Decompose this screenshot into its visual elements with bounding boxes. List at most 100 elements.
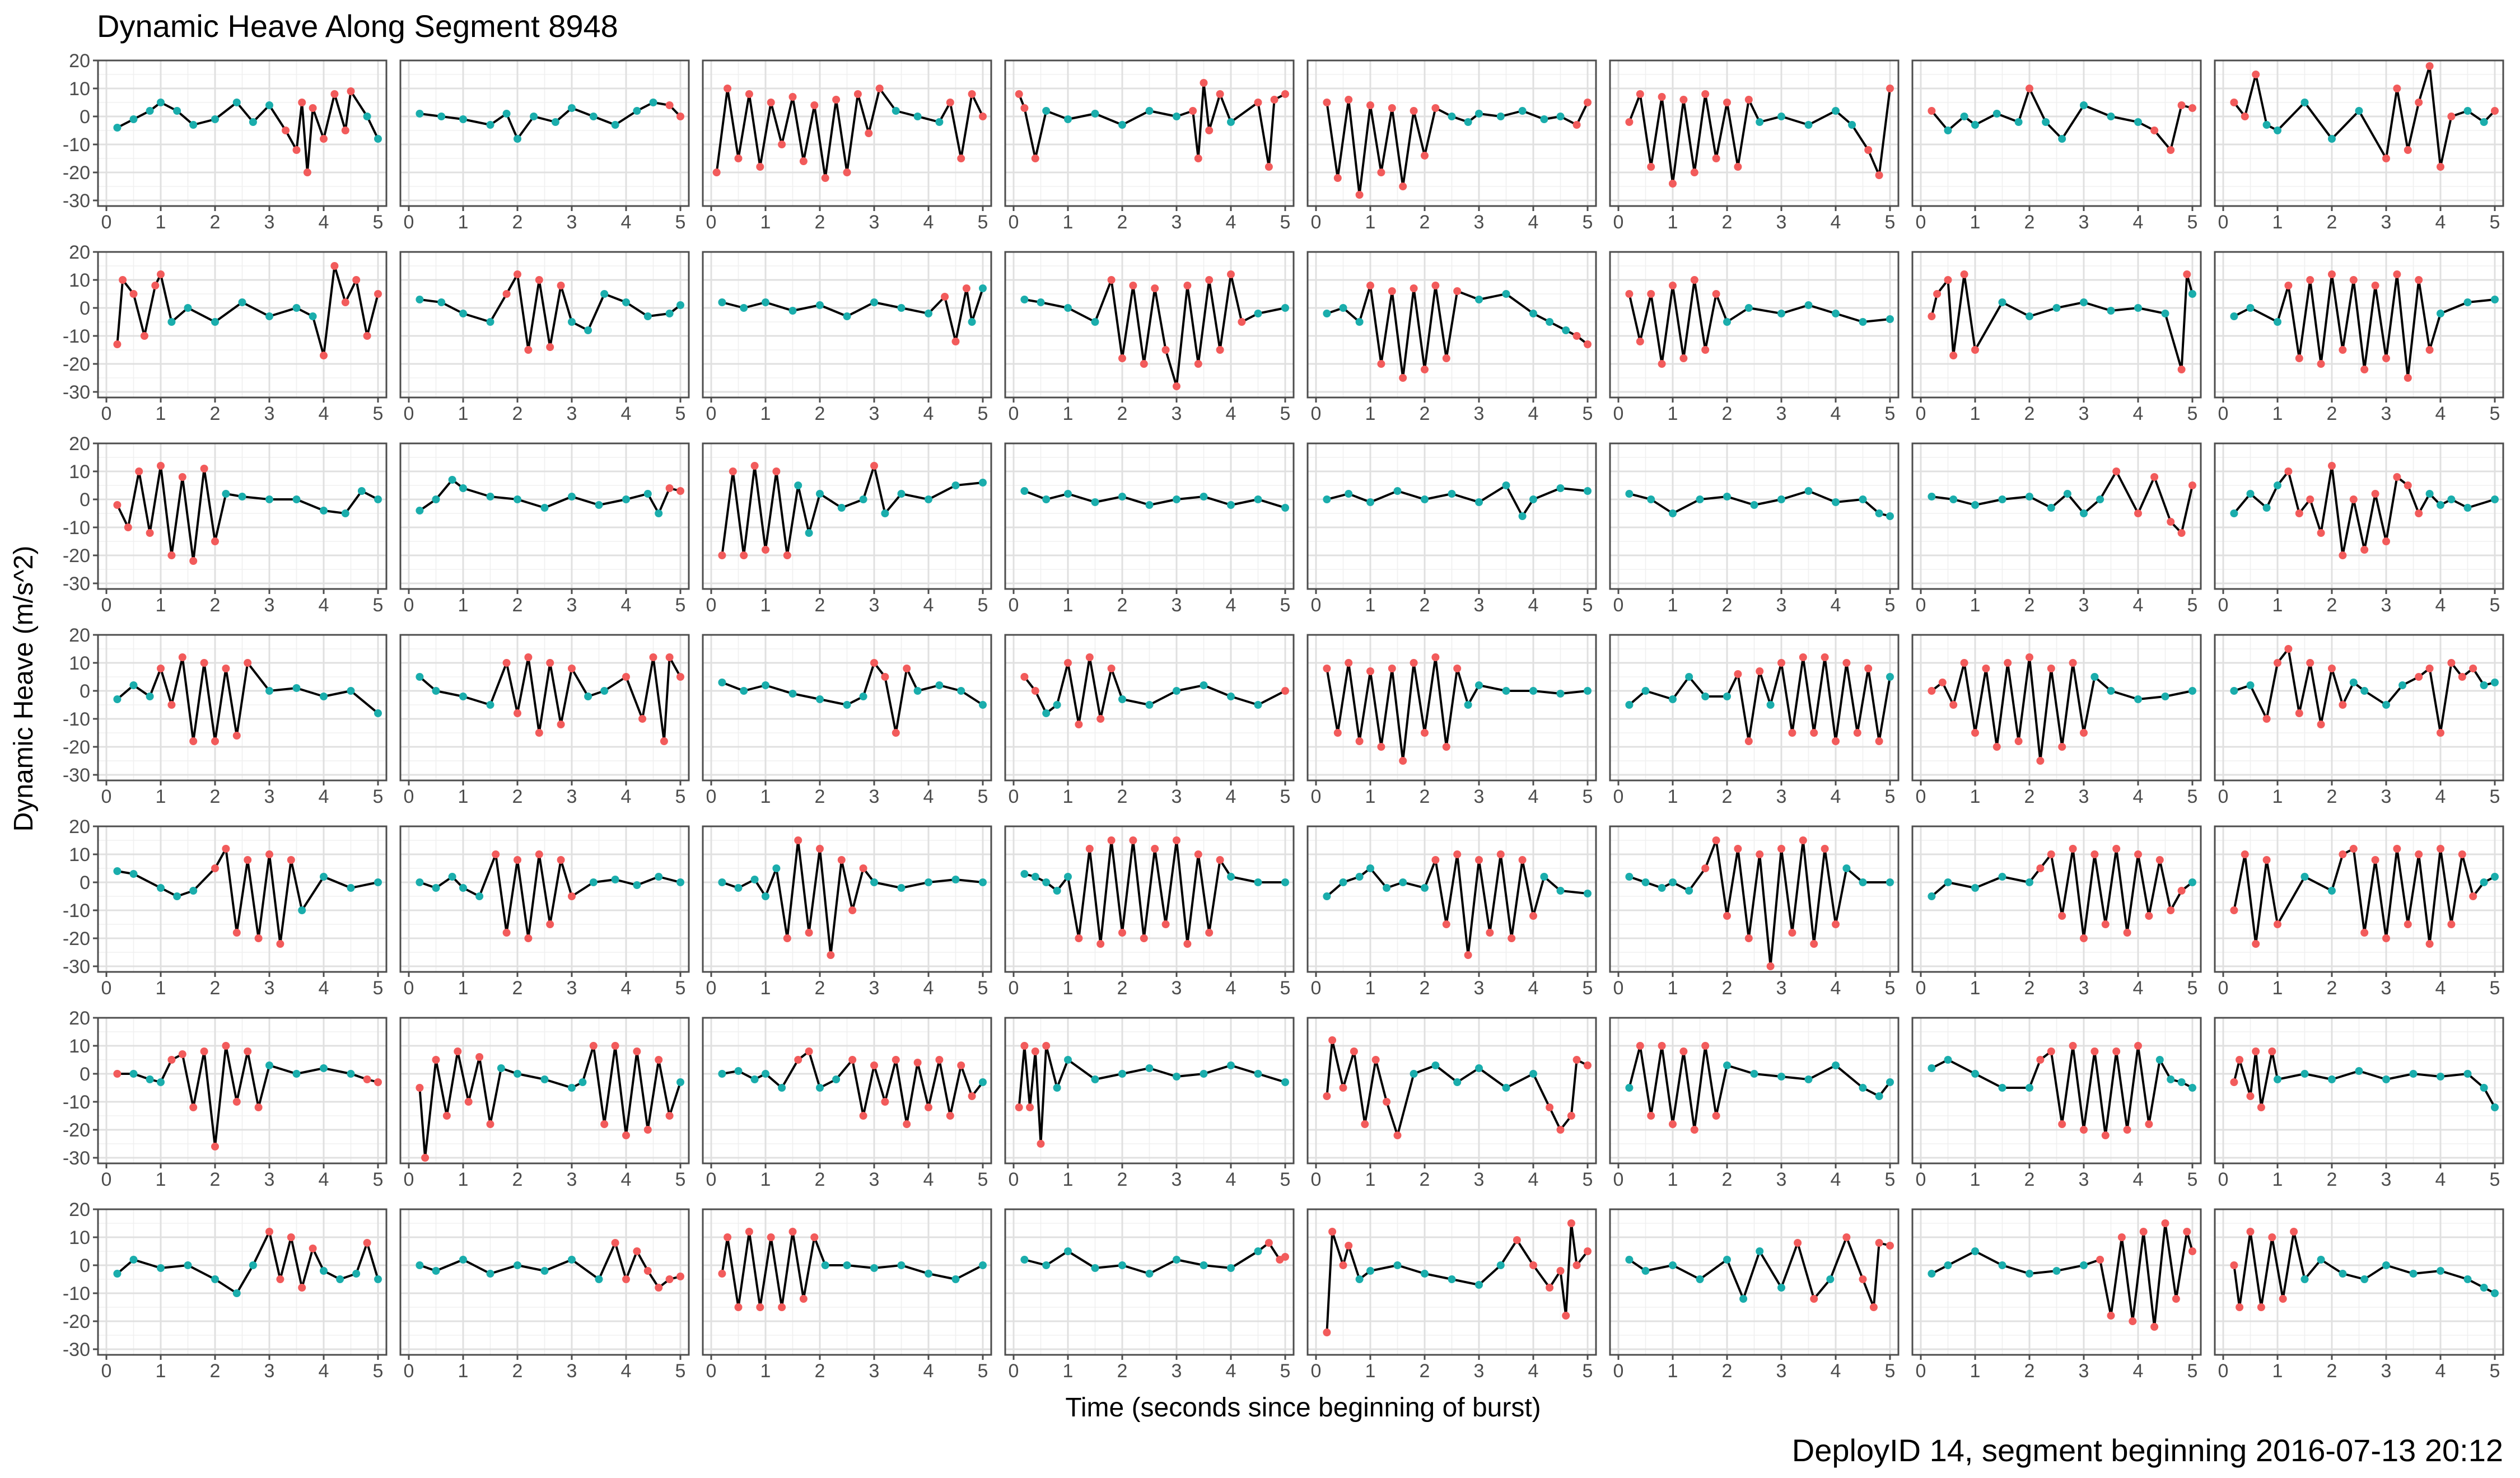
calm-point <box>157 1264 165 1272</box>
calm-point <box>1584 890 1592 897</box>
calm-point <box>1992 110 2001 118</box>
calm-point <box>2188 1084 2196 1092</box>
active-point <box>2188 481 2196 489</box>
active-point <box>1928 107 1936 115</box>
active-point <box>1992 743 2001 751</box>
panel-border <box>399 1017 690 1164</box>
calm-point <box>146 107 154 115</box>
calm-point <box>416 507 424 515</box>
active-point <box>1031 687 1039 695</box>
active-point <box>1270 96 1278 104</box>
x-tick-label: 0 <box>706 786 717 807</box>
active-point <box>2069 659 2077 667</box>
x-tick-label: 4 <box>1226 977 1236 999</box>
active-point <box>265 850 273 858</box>
active-point <box>2306 276 2314 284</box>
calm-point <box>497 1064 505 1072</box>
active-point <box>189 557 198 565</box>
active-point <box>1399 183 1407 190</box>
x-tick-label: 0 <box>706 977 717 999</box>
active-point <box>1864 146 1873 154</box>
calm-point <box>486 493 494 501</box>
calm-point <box>951 481 960 489</box>
x-tick-label: 0 <box>1311 1169 1322 1190</box>
active-point <box>712 169 721 176</box>
calm-point <box>2409 1270 2418 1278</box>
calm-point <box>341 509 349 517</box>
heave-line <box>2233 648 2495 734</box>
active-point <box>756 163 764 171</box>
active-point <box>1658 93 1666 101</box>
active-point <box>146 529 154 537</box>
calm-point <box>2107 307 2115 315</box>
x-tick-label: 5 <box>2490 977 2500 999</box>
calm-point <box>1053 1084 1061 1092</box>
active-point <box>1194 360 1202 368</box>
active-point <box>557 856 565 864</box>
active-point <box>2112 467 2121 475</box>
calm-point <box>1777 1073 1785 1081</box>
panel-border <box>2214 825 2504 973</box>
active-point <box>778 1303 786 1311</box>
x-tick-label: 1 <box>1365 595 1376 616</box>
active-point <box>2425 62 2434 70</box>
x-tick-label: 1 <box>760 1169 771 1190</box>
active-point <box>442 1112 451 1120</box>
calm-point <box>1826 1275 1835 1283</box>
active-point <box>865 129 873 137</box>
calm-point <box>1723 1061 1731 1069</box>
calm-point <box>1421 884 1429 892</box>
active-point <box>557 721 565 728</box>
x-tick-label: 3 <box>869 977 880 999</box>
active-point <box>1361 1120 1369 1128</box>
active-point <box>859 1112 867 1120</box>
active-point <box>546 920 554 928</box>
active-point <box>767 99 775 106</box>
active-point <box>1194 850 1202 858</box>
x-tick-label: 1 <box>458 977 469 999</box>
active-point <box>2415 673 2423 681</box>
calm-point <box>540 1267 549 1275</box>
calm-point <box>129 1070 138 1078</box>
x-tick-label: 0 <box>1311 977 1322 999</box>
active-point <box>1205 127 1214 134</box>
calm-point <box>1053 701 1061 709</box>
calm-point <box>1366 498 1374 506</box>
calm-point <box>2155 1056 2164 1064</box>
calm-point <box>374 495 382 503</box>
calm-point <box>718 878 726 886</box>
y-tick-label: -20 <box>63 1120 90 1141</box>
active-point <box>2230 1261 2238 1269</box>
active-point <box>622 1275 630 1283</box>
x-tick-label: 2 <box>815 1169 825 1190</box>
active-point <box>660 737 668 745</box>
active-point <box>2069 845 2077 853</box>
x-tick-label: 1 <box>760 595 771 616</box>
active-point <box>729 467 737 475</box>
active-point <box>622 673 630 681</box>
active-point <box>2284 282 2293 289</box>
active-point <box>633 1047 641 1055</box>
active-point <box>2257 1303 2265 1311</box>
calm-point <box>1971 1247 1979 1255</box>
calm-point <box>1020 296 1029 303</box>
active-point <box>611 1042 619 1050</box>
panel-border <box>1911 442 2202 590</box>
active-point <box>2317 721 2325 728</box>
active-point <box>1453 665 1462 672</box>
x-tick-label: 5 <box>1885 1360 1896 1382</box>
x-tick-label: 3 <box>1474 1360 1485 1382</box>
active-point <box>1183 282 1192 289</box>
active-point <box>1647 163 1655 171</box>
active-point <box>2172 1295 2180 1303</box>
active-point <box>2469 892 2477 900</box>
active-point <box>870 1061 878 1069</box>
calm-point <box>2491 296 2499 303</box>
x-tick-label: 1 <box>1970 595 1981 616</box>
calm-point <box>1971 501 1979 509</box>
panel-border <box>1911 634 2202 782</box>
x-tick-label: 4 <box>2133 786 2144 807</box>
active-point <box>1669 1120 1677 1128</box>
heave-line <box>1931 848 2194 939</box>
